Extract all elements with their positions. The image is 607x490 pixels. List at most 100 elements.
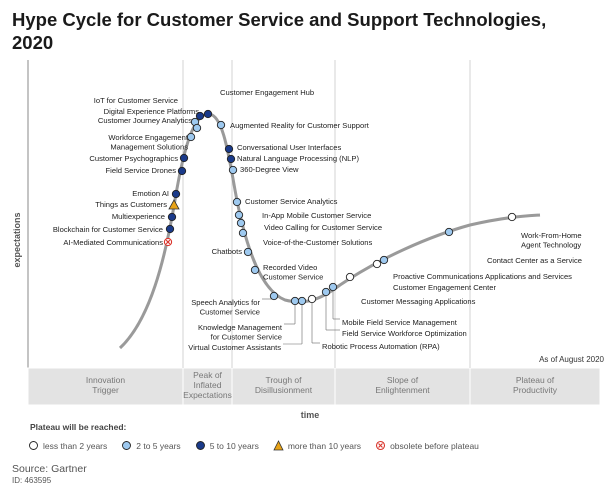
technology-label: Contact Center as a Service <box>487 256 582 265</box>
legend-label: less than 2 years <box>43 440 108 451</box>
phase-label: Innovation Trigger <box>86 375 125 395</box>
marker-2-to-5-years <box>250 265 260 275</box>
technology-label: Customer Messaging Applications <box>361 297 476 306</box>
technology-label: AI-Mediated Communications <box>63 238 163 247</box>
legend-marker-icon <box>195 441 205 450</box>
marker-5-to-10-years <box>224 144 234 154</box>
technology-label: Things as Customers <box>95 200 167 209</box>
technology-label: Multiexperience <box>112 212 165 221</box>
marker-2-to-5-years <box>192 123 202 133</box>
technology-label: Customer Service Analytics <box>245 197 338 206</box>
phase-label: Slope of Enlightenment <box>375 375 430 395</box>
phase-label: Peak of Inflated Expectations <box>183 370 232 400</box>
marker-less-than-2-years <box>372 259 382 269</box>
technology-label: Customer Engagement Hub <box>220 88 314 97</box>
marker-2-to-5-years <box>238 228 248 238</box>
phase-label: Plateau of Productivity <box>513 375 558 395</box>
marker-5-to-10-years <box>203 109 213 119</box>
marker-5-to-10-years <box>171 189 181 199</box>
technology-label: Video Calling for Customer Service <box>264 223 382 232</box>
marker-5-to-10-years <box>179 153 189 163</box>
marker-more-than-10-years <box>168 199 180 210</box>
phase-band <box>231 367 336 406</box>
chart-title: Hype Cycle for Customer Service and Supp… <box>12 9 547 53</box>
phase-band <box>469 367 601 406</box>
marker-2-to-5-years <box>228 165 238 175</box>
marker-2-to-5-years <box>243 247 253 257</box>
marker-2-to-5-years <box>297 296 307 306</box>
marker-less-than-2-years <box>345 272 355 282</box>
legend-marker-icon <box>122 441 132 450</box>
marker-2-to-5-years <box>216 120 226 130</box>
technology-label: Knowledge Management for Customer Service <box>198 323 283 342</box>
marker-2-to-5-years <box>236 218 246 228</box>
legend-item: 2 to 5 years <box>121 440 181 451</box>
marker-5-to-10-years <box>177 166 187 176</box>
phase-band <box>182 367 233 406</box>
technology-label: Virtual Customer Assistants <box>188 343 281 352</box>
legend: less than 2 years 2 to 5 years 5 to 10 yea… <box>28 440 479 451</box>
technology-label: Customer Psychographics <box>89 154 178 163</box>
technology-label: Speech Analytics for Customer Service <box>191 298 260 317</box>
hype-curve <box>118 112 541 350</box>
technology-label: Work-From-Home Agent Technology <box>521 231 582 250</box>
technology-label: Customer Engagement Center <box>393 283 496 292</box>
x-axis-label: time <box>301 410 320 420</box>
research-id: ID: 463595 <box>12 476 52 485</box>
as-of-label: As of August 2020 <box>539 355 604 364</box>
technology-label: Field Service Drones <box>106 166 177 175</box>
marker-2-to-5-years <box>269 291 279 301</box>
technology-label: Emotion AI <box>132 189 169 198</box>
technology-label: In-App Mobile Customer Service <box>262 211 371 220</box>
marker-2-to-5-years <box>234 210 244 220</box>
legend-label: 2 to 5 years <box>136 440 181 451</box>
marker-2-to-5-years <box>444 227 454 237</box>
legend-marker-icon <box>376 440 386 451</box>
marker-2-to-5-years <box>186 132 196 142</box>
marker-less-than-2-years <box>307 294 317 304</box>
y-axis-label: expectations <box>12 212 22 267</box>
technology-label: Customer Journey Analytics <box>98 116 192 125</box>
technology-label: IoT for Customer Service <box>94 96 178 105</box>
marker-5-to-10-years <box>167 212 177 222</box>
marker-2-to-5-years <box>321 287 331 297</box>
technology-label: Robotic Process Automation (RPA) <box>322 342 440 351</box>
marker-5-to-10-years <box>165 224 175 234</box>
legend-item: more than 10 years <box>273 440 361 451</box>
legend-title: Plateau will be reached: <box>30 422 127 432</box>
phase-label: Trough of Disillusionment <box>255 375 313 395</box>
marker-5-to-10-years <box>195 111 205 121</box>
technology-label: Workforce Engagement Management Solutions <box>108 133 189 152</box>
technology-label: Augmented Reality for Customer Support <box>230 121 370 130</box>
technology-label: Recorded Video Customer Service <box>263 263 323 282</box>
technology-label: Conversational User Interfaces <box>237 143 341 152</box>
technology-label: Voice-of-the-Customer Solutions <box>263 238 373 247</box>
legend-label: 5 to 10 years <box>209 440 259 451</box>
technology-label: Digital Experience Platforms <box>104 107 200 116</box>
marker-less-than-2-years <box>507 212 517 222</box>
legend-item: obsolete before plateau <box>375 440 479 451</box>
technology-label: 360-Degree View <box>240 165 299 174</box>
technology-label: Proactive Communications Applications an… <box>393 272 572 281</box>
marker-2-to-5-years <box>290 296 300 306</box>
legend-label: more than 10 years <box>287 440 362 451</box>
legend-marker-icon <box>29 441 38 450</box>
marker-2-to-5-years <box>379 255 389 265</box>
source-label: Source: Gartner <box>12 463 87 475</box>
marker-2-to-5-years <box>328 282 338 292</box>
legend-item: less than 2 years <box>28 440 107 451</box>
legend-item: 5 to 10 years <box>195 440 259 451</box>
phase-band <box>334 367 471 406</box>
marker-obsolete-x <box>165 239 171 245</box>
marker-5-to-10-years <box>226 154 236 164</box>
technology-label: Field Service Workforce Optimization <box>342 329 467 338</box>
technology-label: Chatbots <box>212 247 243 256</box>
legend-label: obsolete before plateau <box>390 440 479 451</box>
technology-label: Mobile Field Service Management <box>342 318 458 327</box>
technology-label: Natural Language Processing (NLP) <box>237 154 359 163</box>
technology-label: Blockchain for Customer Service <box>53 225 163 234</box>
legend-marker-icon <box>273 440 284 451</box>
marker-2-to-5-years <box>232 197 242 207</box>
phase-band <box>27 367 184 406</box>
